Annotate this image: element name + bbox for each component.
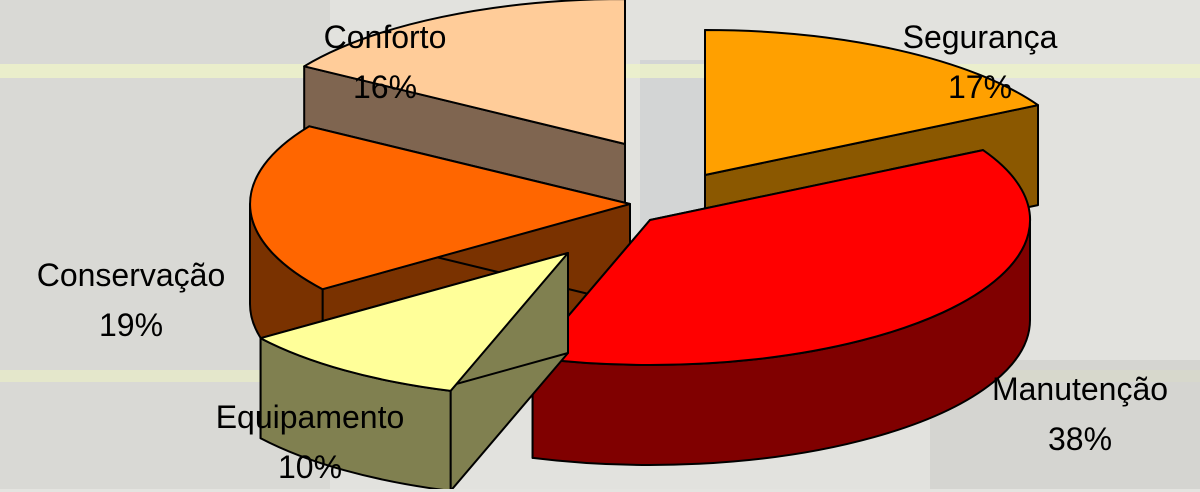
- category-label: Conforto: [323, 19, 447, 55]
- pie-slice-equipamento: [259, 252, 569, 489]
- slice-top: [249, 125, 631, 291]
- slice-top: [303, 0, 626, 145]
- data-label-manutencao: Manutenção 38%: [955, 364, 1200, 464]
- percent-label: 19%: [98, 307, 164, 343]
- category-label: Equipamento: [215, 399, 405, 435]
- percent-label: 38%: [1047, 421, 1113, 457]
- percent-label: 17%: [947, 69, 1013, 105]
- slice-top: [704, 29, 1039, 176]
- category-label: Conservação: [36, 257, 226, 293]
- data-label-seguranca: Segurança 17%: [870, 12, 1090, 112]
- data-label-conservacao: Conservação 19%: [0, 250, 262, 350]
- data-label-equipamento: Equipamento 10%: [180, 392, 440, 492]
- category-label: Segurança: [902, 19, 1058, 55]
- slice-top: [259, 252, 569, 392]
- percent-label: 10%: [277, 449, 343, 485]
- pie-slice-manutencao: [531, 149, 1032, 466]
- percent-label: 16%: [352, 69, 418, 105]
- category-label: Manutenção: [991, 371, 1169, 407]
- slice-top: [531, 149, 1032, 366]
- data-label-conforto: Conforto 16%: [280, 12, 490, 112]
